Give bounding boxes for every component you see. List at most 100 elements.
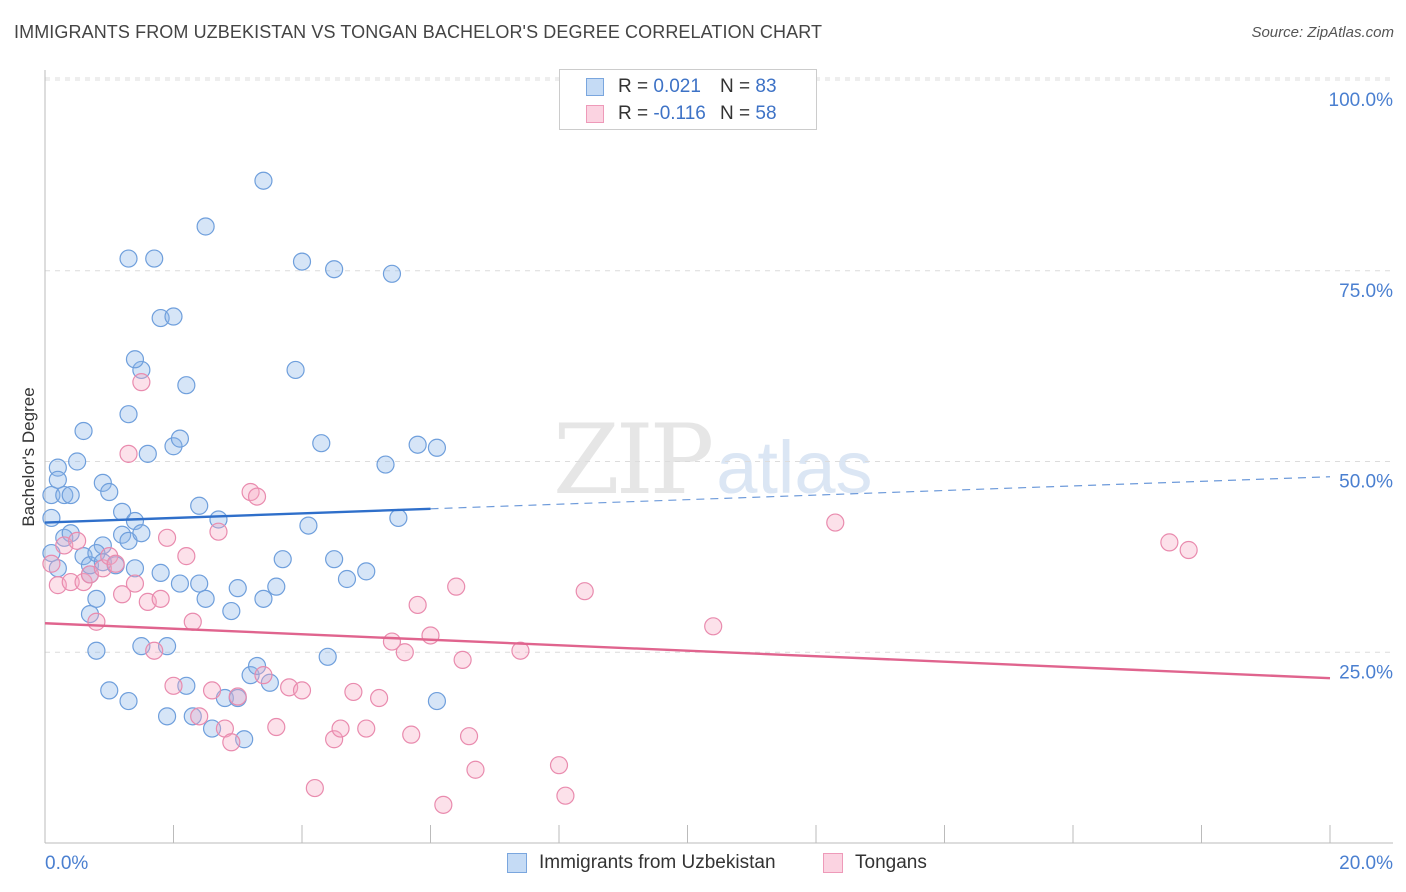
point-uzbekistan [241, 666, 260, 685]
series-legend-tongans[interactable]: Tongans [823, 852, 927, 874]
series-label-tongans: Tongans [855, 852, 927, 873]
point-tongans [421, 626, 440, 645]
point-uzbekistan [93, 473, 112, 492]
series-points-0 [42, 171, 447, 749]
point-tongans [42, 554, 61, 573]
label-layer: 25.0% 50.0% 75.0% 100.0% 0.0% 20.0% Bachelor's… [19, 90, 1393, 874]
point-tongans [511, 641, 530, 660]
point-tongans [132, 373, 151, 392]
point-tongans [395, 643, 414, 662]
grid-layer [45, 77, 1393, 653]
x-tick-label-start: 0.0% [45, 853, 88, 874]
point-uzbekistan [177, 676, 196, 695]
chart-title: IMMIGRANTS FROM UZBEKISTAN VS TONGAN BAC… [14, 22, 823, 42]
series-legend-uzbekistan[interactable]: Immigrants from Uzbekistan [507, 852, 776, 874]
point-uzbekistan [80, 604, 100, 624]
point-tongans [106, 554, 125, 573]
y-axis-label: Bachelor's Degree [19, 387, 38, 526]
point-uzbekistan [376, 455, 395, 474]
point-uzbekistan [267, 577, 286, 596]
stats-legend: R = 0.021 N = 83 R = -0.116 N = 58 [559, 69, 817, 130]
legend-row-tongans: R = -0.116 N = 58 [586, 102, 777, 126]
point-tongans [402, 725, 421, 744]
point-uzbekistan [254, 171, 273, 190]
point-tongans [325, 730, 344, 749]
point-uzbekistan [382, 264, 402, 283]
point-tongans [145, 641, 164, 660]
point-tongans [408, 595, 427, 615]
point-tongans [466, 760, 485, 779]
point-tongans [157, 528, 177, 547]
point-tongans [344, 682, 363, 702]
legend-r-value: -0.116 [653, 103, 706, 124]
legend-r-label: R = [618, 103, 654, 124]
point-uzbekistan [125, 559, 145, 578]
point-uzbekistan [145, 249, 164, 268]
legend-r-tongans: R = -0.116 [618, 103, 720, 125]
point-uzbekistan [337, 569, 357, 589]
legend-r-label: R = [618, 76, 654, 97]
point-uzbekistan [170, 574, 190, 593]
point-uzbekistan [190, 496, 209, 515]
point-tongans [222, 733, 241, 752]
legend-n-uzbekistan: N = 83 [720, 76, 777, 98]
watermark-zip: ZIP [553, 404, 714, 516]
axis-layer [44, 70, 1393, 844]
trend-line-uzbekistan [44, 507, 431, 524]
point-uzbekistan [389, 508, 408, 528]
point-tongans [202, 681, 222, 700]
legend-row-uzbekistan: R = 0.021 N = 83 [586, 75, 777, 99]
point-tongans [459, 727, 479, 746]
point-tongans [100, 547, 119, 566]
point-uzbekistan [318, 647, 337, 666]
point-tongans [549, 756, 569, 775]
point-uzbekistan [312, 434, 331, 453]
point-uzbekistan [177, 376, 196, 395]
point-uzbekistan [87, 589, 106, 608]
chart-source: Source: ZipAtlas.com [1251, 24, 1394, 41]
point-uzbekistan [170, 429, 190, 448]
series-swatch-pink [823, 853, 843, 873]
point-uzbekistan [125, 350, 145, 369]
point-tongans [1179, 540, 1198, 560]
point-uzbekistan [119, 691, 138, 711]
point-uzbekistan [151, 563, 170, 582]
legend-r-value: 0.021 [653, 76, 701, 97]
point-uzbekistan [164, 307, 183, 326]
point-tongans [119, 444, 138, 463]
point-uzbekistan [273, 550, 292, 569]
x-tick-label-end: 20.0% [1339, 853, 1393, 874]
y-tick-label: 100.0% [1329, 90, 1394, 111]
point-uzbekistan [164, 437, 183, 456]
legend-n-value: 58 [755, 103, 777, 124]
point-uzbekistan [100, 482, 119, 502]
watermark-atlas: atlas [716, 426, 873, 509]
point-uzbekistan [100, 681, 119, 700]
point-uzbekistan [427, 691, 447, 711]
point-tongans [575, 582, 594, 601]
point-tongans [87, 612, 106, 631]
point-tongans [254, 666, 273, 685]
point-uzbekistan [183, 707, 202, 726]
point-uzbekistan [286, 360, 305, 380]
point-uzbekistan [408, 435, 427, 454]
y-tick-label: 50.0% [1339, 472, 1393, 493]
point-uzbekistan [247, 656, 267, 676]
legend-swatch-pink [586, 105, 604, 123]
point-tongans [125, 574, 145, 593]
point-tongans [151, 589, 170, 608]
point-tongans [74, 572, 93, 592]
point-tongans [447, 577, 466, 596]
point-uzbekistan [42, 485, 61, 505]
point-uzbekistan [325, 550, 344, 569]
point-tongans [61, 572, 80, 592]
point-uzbekistan [157, 707, 177, 726]
point-tongans [453, 650, 472, 669]
point-tongans [228, 687, 247, 706]
legend-r-uzbekistan: R = 0.021 [618, 76, 720, 98]
point-uzbekistan [325, 260, 344, 279]
point-tongans [112, 585, 132, 604]
point-tongans [1160, 533, 1179, 552]
legend-n-tongans: N = 58 [720, 103, 777, 125]
